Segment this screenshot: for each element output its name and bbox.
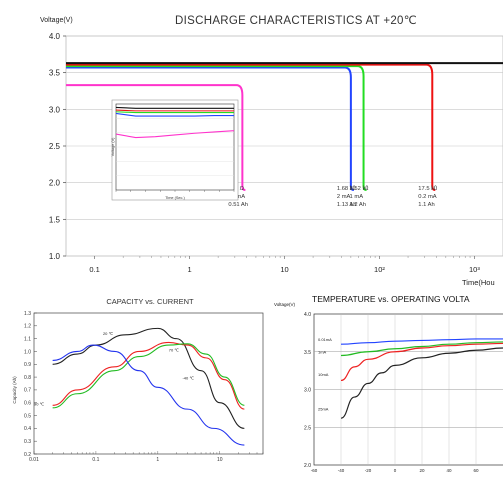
- x-tick-label: 0.1: [89, 265, 99, 274]
- y-tick-label: 1.2: [24, 324, 31, 330]
- series-label-2: 90 ℃: [34, 401, 45, 406]
- series-label-1: 2 mA: [337, 194, 351, 200]
- y-tick-label: 0.9: [24, 362, 31, 368]
- y-axis-label: Capacity (Ah): [12, 376, 17, 404]
- capacity-chart: CAPACITY vs. CURRENT Capacity (Ah) 1.3 1.…: [12, 297, 264, 463]
- y-tick-label: 0.6: [24, 401, 31, 407]
- series-label-2: 3.52 ㏀: [350, 185, 369, 192]
- series-line-2: [66, 65, 367, 191]
- y-tick-label: 2.5: [49, 142, 61, 151]
- series-label-0: 0.01mA: [318, 337, 332, 342]
- chart-title: CAPACITY vs. CURRENT: [106, 297, 194, 306]
- y-tick-label: 1.5: [49, 215, 61, 224]
- x-tick-label: -20: [365, 468, 372, 473]
- y-tick-label: 0.8: [24, 375, 31, 381]
- chart-title: TEMPERATURE vs. OPERATING VOLTA: [312, 294, 470, 304]
- x-tick-label: 10: [217, 457, 223, 463]
- series-label-1: 1.13 Ah: [337, 202, 357, 208]
- inset-series-2: [115, 111, 234, 114]
- y-tick-label: 4.0: [49, 32, 61, 41]
- series-line-2: [340, 342, 503, 382]
- y-tick-label: 3.5: [49, 69, 61, 78]
- inset-series-1: [115, 109, 234, 112]
- y-tick-label: 0.2: [24, 452, 31, 458]
- inset-series-3: [115, 112, 234, 117]
- series-label-1: 1mA: [318, 349, 327, 354]
- series-label-3: -40 ℃: [182, 376, 194, 381]
- plot-frame: [33, 312, 264, 455]
- discharge-chart: DISCHARGE CHARACTERISTICS AT +20℃ Voltag…: [40, 15, 503, 287]
- x-tick-label: 60: [473, 468, 479, 473]
- y-tick-label: 2.0: [49, 179, 61, 188]
- temperature-chart: TEMPERATURE vs. OPERATING VOLTA Voltage(…: [274, 294, 503, 473]
- y-tick-label: 1.0: [49, 252, 61, 261]
- x-tick-label: 20: [419, 468, 425, 473]
- inset-series-0: [115, 106, 234, 109]
- series-line-1: [66, 66, 354, 191]
- inset-y-label: Voltage (V): [111, 137, 115, 157]
- y-axis-label: Voltage(V): [274, 302, 296, 307]
- series-label-1: 70 ℃: [169, 347, 180, 352]
- series-label-0: 20 ℃: [103, 331, 114, 336]
- x-tick-label: 1: [156, 457, 159, 463]
- x-tick-label: -60: [311, 468, 318, 473]
- series-label-0: 0.51 Ah: [228, 202, 248, 208]
- series-line-3: [340, 347, 503, 419]
- series-line-3: [52, 344, 245, 446]
- y-tick-label: 3.0: [304, 388, 311, 394]
- series-line-0: [340, 338, 503, 345]
- series-label-2: 10mA: [318, 372, 329, 377]
- y-tick-label: 2.0: [304, 463, 311, 469]
- x-axis-label: Time(Hou: [462, 278, 495, 287]
- y-tick-label: 1.3: [24, 311, 31, 317]
- series-label-2: 1.2 Ah: [350, 202, 366, 208]
- y-tick-label: 0.7: [24, 388, 31, 394]
- series-line-2: [52, 343, 245, 409]
- series-label-2: 1 mA: [350, 194, 364, 200]
- series-label-3: 1.1 Ah: [418, 202, 434, 208]
- series-label-3: 17.5 ㏀: [418, 185, 437, 192]
- series-label-1: 1.68 ㏀: [337, 185, 356, 192]
- series-label-3: 25mA: [318, 407, 329, 412]
- y-tick-label: 3.5: [304, 350, 311, 356]
- x-tick-label: 10³: [469, 265, 480, 274]
- y-tick-label: 1.1: [24, 336, 31, 342]
- x-tick-label: 0.1: [92, 457, 99, 463]
- y-tick-label: 0.3: [24, 439, 31, 445]
- y-tick-label: 0.4: [24, 426, 31, 432]
- y-tick-label: 3.0: [49, 105, 61, 114]
- series-line-1: [52, 341, 245, 410]
- y-tick-label: 1.0: [24, 349, 31, 355]
- y-tick-label: 2.5: [304, 425, 311, 431]
- inset-series-4: [115, 130, 235, 139]
- series-line-0: [52, 327, 245, 429]
- series-line-1: [340, 341, 503, 357]
- series-line-3: [66, 63, 436, 191]
- chart-title: DISCHARGE CHARACTERISTICS AT +20℃: [175, 15, 417, 27]
- inset-frame: [111, 99, 239, 201]
- x-tick-label: 1: [187, 265, 191, 274]
- x-tick-label: 10²: [374, 265, 385, 274]
- x-tick-label: 0.01: [29, 457, 39, 463]
- x-tick-label: 0: [394, 468, 397, 473]
- series-label-3: 0.2 mA: [418, 194, 436, 200]
- x-tick-label: 10: [280, 265, 288, 274]
- y-tick-label: 0.5: [24, 413, 31, 419]
- inset-x-label: Time (Sec.): [165, 196, 185, 200]
- series-line-0: [66, 84, 246, 191]
- x-tick-label: -40: [338, 468, 345, 473]
- x-tick-label: 40: [446, 468, 452, 473]
- y-axis-label: Voltage(V): [40, 17, 73, 24]
- y-tick-label: 4.0: [304, 312, 311, 318]
